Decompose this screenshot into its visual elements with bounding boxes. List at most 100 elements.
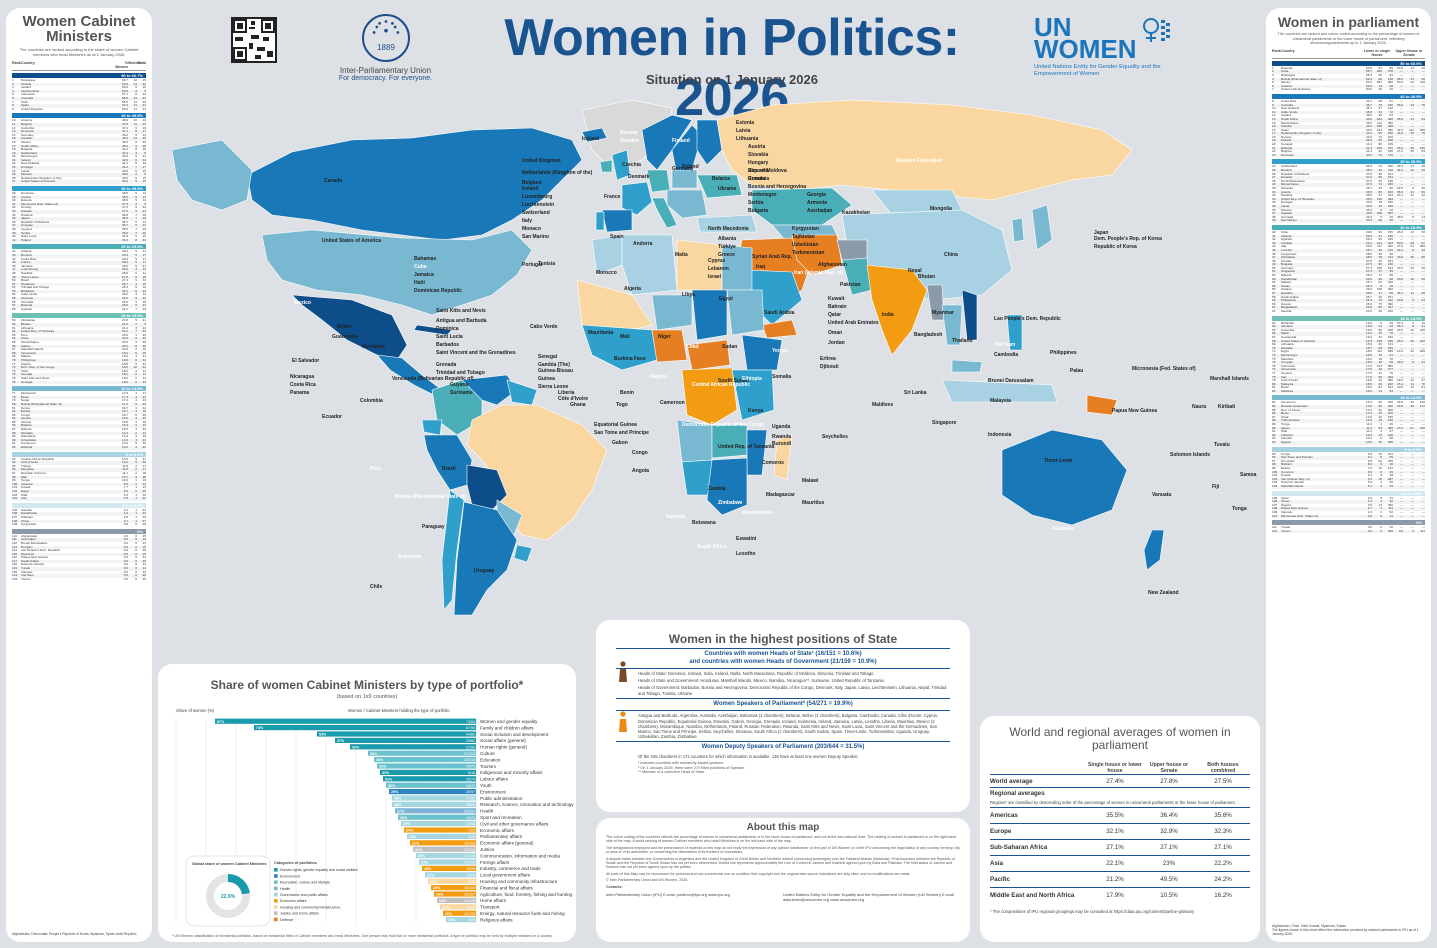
cell: 29 — [142, 306, 146, 311]
cell: 62 — [1272, 309, 1276, 313]
country-algeria[interactable] — [621, 234, 678, 296]
country-southern-africa[interactable] — [706, 457, 748, 516]
country-philippines[interactable] — [1006, 314, 1023, 351]
country-usa[interactable] — [261, 229, 533, 316]
country-niger[interactable] — [651, 294, 693, 331]
country-peru[interactable] — [423, 434, 473, 491]
country-ecuador[interactable] — [421, 419, 443, 436]
unw-contact[interactable]: United Nations Entity for Gender Equalit… — [783, 892, 955, 903]
cell: 5.6 — [1367, 476, 1372, 481]
cell: 67 — [12, 347, 16, 352]
country-zambia[interactable] — [711, 424, 748, 459]
cell: Barbados — [21, 289, 35, 293]
country-chile[interactable] — [441, 489, 465, 611]
cell: 86 — [1378, 305, 1382, 310]
country-russia[interactable] — [716, 99, 1133, 201]
cell: 11 — [133, 106, 137, 111]
country-yemen[interactable] — [761, 319, 798, 339]
country-car[interactable] — [686, 339, 731, 371]
country-poland[interactable] — [671, 169, 698, 189]
country-central-america[interactable] — [376, 354, 443, 396]
country-ethiopia[interactable] — [741, 334, 783, 371]
cell: 0 — [135, 544, 137, 549]
portfolio-bar — [335, 737, 476, 743]
table-row: 59 Zimbabwe 23.8 5 21 — [12, 319, 146, 323]
cell: Iraq — [1281, 375, 1287, 379]
country-germany[interactable] — [646, 169, 671, 193]
country-malaysia[interactable] — [951, 359, 983, 373]
cell: 79 — [1389, 331, 1393, 336]
country-argentina[interactable] — [453, 501, 518, 616]
qr-code-icon[interactable] — [231, 17, 277, 63]
cell: Sierra Leone — [21, 275, 39, 279]
cell: 66 — [1378, 262, 1382, 267]
country-indonesia[interactable] — [941, 379, 1058, 403]
table-row: 52 Trinidad and Tobago 26.3 5 19 — [12, 286, 146, 290]
country-guyana[interactable] — [506, 379, 538, 406]
country-alaska[interactable] — [171, 139, 253, 211]
country-east-africa[interactable] — [731, 369, 775, 421]
country-png[interactable] — [1086, 394, 1118, 416]
country-india[interactable] — [866, 264, 928, 356]
band-rows: 1 Rwanda 63.8 51 80 53.8 14 26 2 Cuba 55.7 262 470— —… — [1272, 66, 1425, 92]
country-ireland[interactable] — [599, 159, 613, 173]
country-nigeria[interactable] — [651, 329, 688, 363]
country-uk[interactable] — [611, 149, 631, 181]
country-italy[interactable] — [651, 197, 678, 229]
cell: 118 — [12, 562, 17, 567]
country-libya[interactable] — [676, 239, 723, 291]
country-portugal[interactable] — [595, 211, 605, 231]
bar-count-label: 29/107 — [464, 809, 475, 813]
cell: Venezuela — [1281, 368, 1296, 372]
country-chad[interactable] — [691, 289, 728, 341]
cell: Vanuatu — [1281, 510, 1293, 514]
country-uruguay[interactable] — [513, 544, 533, 563]
divider — [616, 668, 950, 669]
country-madagascar[interactable] — [773, 434, 793, 481]
country-france[interactable] — [621, 181, 653, 216]
cell: 22 — [1410, 378, 1414, 383]
country-drc[interactable] — [681, 367, 738, 426]
country-japan[interactable] — [1031, 204, 1053, 251]
table-row: 15 Sweden 45.4 158 349— — — — [1272, 124, 1425, 129]
ipu-contact[interactable]: Inter-Parliamentary Union (IPU) E-mail: … — [606, 892, 730, 898]
cell: — — [1421, 506, 1425, 511]
cell: 400 — [1387, 244, 1393, 249]
country-ukraine[interactable] — [696, 174, 743, 199]
country-balkans[interactable] — [666, 189, 708, 219]
map-label: Guatemala — [332, 334, 358, 340]
country-cuba[interactable] — [413, 324, 453, 336]
country-finland[interactable] — [696, 119, 723, 166]
country-morocco[interactable] — [591, 234, 623, 276]
cell: 36 — [142, 412, 146, 417]
country-turkiye[interactable] — [696, 214, 758, 233]
country-west-coast[interactable] — [581, 324, 658, 371]
cell: 55 — [1378, 327, 1382, 332]
cell: — — [1421, 178, 1425, 183]
country-venezuela[interactable] — [461, 374, 518, 406]
map-label: Djibouti — [820, 364, 839, 370]
country-iceland[interactable] — [581, 127, 608, 143]
cell: 0.0 — [123, 537, 128, 542]
country-sudan[interactable] — [726, 289, 765, 336]
cell: 10 — [133, 118, 137, 123]
country-vietnam[interactable] — [961, 289, 978, 341]
country-afghanistan[interactable] — [836, 239, 868, 261]
country-spain[interactable] — [601, 209, 633, 233]
country-canada[interactable] — [246, 127, 583, 241]
country-iran[interactable] — [791, 234, 843, 276]
band-rows: 59 Zimbabwe 23.8 5 21 60 Bhutan 22.2 2 9 61 Lithuan… — [12, 319, 146, 385]
cell: 55 — [1389, 455, 1393, 460]
country-korea[interactable] — [1011, 217, 1025, 243]
country-mozambique[interactable] — [746, 429, 768, 476]
cell: 2 — [135, 172, 137, 177]
country-australia[interactable] — [1001, 429, 1128, 526]
country-new-zealand[interactable] — [1143, 529, 1165, 571]
country-thailand[interactable] — [941, 304, 963, 346]
cell: 26.3 — [1365, 283, 1372, 288]
table-row: 13 Denmark 47.1 8 17 — [12, 130, 146, 134]
cell: — — [1410, 476, 1414, 481]
map-label: Sao Tome and Principe — [594, 430, 649, 436]
cell: 18.2 — [121, 368, 128, 373]
